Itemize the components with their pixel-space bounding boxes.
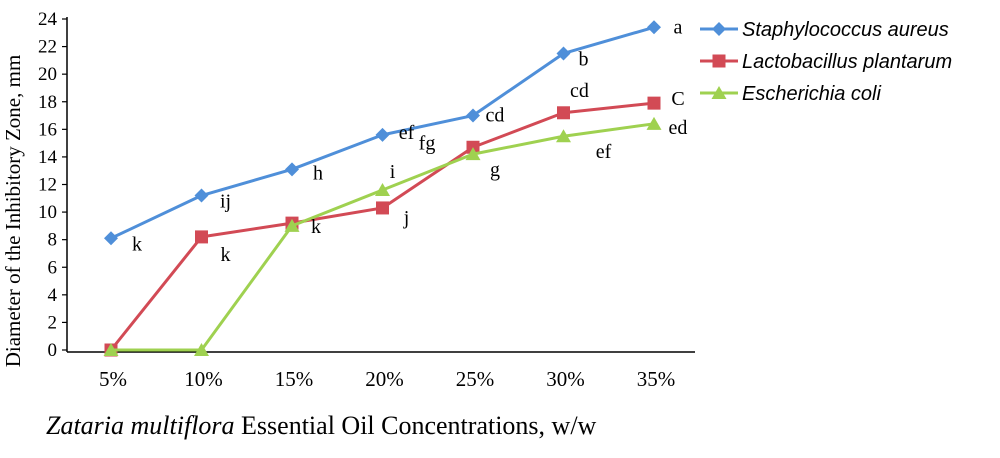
x-axis-title-italic: Zataria multiflora: [46, 411, 235, 440]
x-tick-label: 25%: [456, 367, 495, 391]
point-label: ij: [220, 191, 231, 213]
data-point: [646, 116, 662, 130]
point-label: ef: [399, 122, 415, 144]
data-point: [647, 20, 661, 35]
point-label: ef: [596, 141, 612, 163]
y-tick-label: 10: [38, 202, 57, 223]
series-line: [111, 122, 655, 352]
point-label: b: [579, 48, 589, 70]
x-axis-title-rest: Essential Oil Concentrations, w/w: [235, 411, 597, 440]
data-point: [711, 86, 727, 99]
point-label: k: [132, 233, 142, 255]
data-point: [647, 96, 661, 110]
x-tick-label: 35%: [637, 367, 676, 391]
data-point: [712, 54, 726, 68]
y-axis-title-group: Diameter of the Inhibitory Zone, mm: [1, 55, 25, 368]
point-label: C: [671, 88, 684, 110]
point-label: k: [221, 244, 231, 266]
x-tick-label: 20%: [365, 367, 404, 391]
data-point: [712, 22, 726, 36]
point-label: cd: [486, 105, 505, 127]
legend-item: Escherichia coli: [700, 83, 882, 105]
data-point: [194, 188, 209, 203]
data-point: [285, 162, 299, 177]
y-tick-label: 8: [48, 230, 58, 251]
legend: Staphylococcus aureus Lactobacillus plant…: [700, 19, 952, 105]
point-label: a: [674, 16, 683, 38]
legend-label: Staphylococcus aureus: [742, 19, 949, 41]
y-tick-label: 20: [38, 64, 57, 85]
legend-item: Lactobacillus plantarum: [700, 51, 952, 73]
data-point: [104, 231, 118, 246]
point-label: i: [390, 161, 396, 183]
point-label: g: [490, 159, 500, 181]
y-tick-label: 18: [38, 92, 57, 113]
data-point: [556, 129, 571, 143]
y-tick-label: 4: [48, 285, 58, 306]
y-tick-label: 2: [48, 312, 58, 333]
point-label: cd: [570, 80, 589, 102]
data-point: [194, 343, 209, 356]
y-tick-label: 22: [38, 37, 57, 58]
y-tick-label: 16: [38, 119, 57, 140]
point-label: k: [311, 216, 321, 238]
y-tick-label: 0: [48, 340, 58, 361]
series-1: [104, 96, 661, 357]
legend-label: Escherichia coli: [742, 83, 882, 105]
data-point: [557, 106, 570, 120]
point-label: fg: [419, 132, 436, 154]
data-point: [466, 108, 480, 123]
y-tick-label: 24: [38, 9, 58, 30]
data-point: [284, 218, 300, 232]
data-point: [375, 127, 390, 142]
data-point: [556, 46, 571, 61]
y-axis-title: Diameter of the Inhibitory Zone, mm: [1, 55, 25, 368]
point-annotations: k ij h ef cd b a k k j fg cd Ci g ef ed: [132, 16, 687, 266]
data-point: [465, 147, 481, 161]
y-tick-label: 14: [38, 147, 58, 168]
point-label: j: [403, 207, 410, 229]
x-tick-label: 15%: [275, 367, 314, 391]
legend-label: Lactobacillus plantarum: [742, 51, 952, 73]
series-layer: [103, 20, 662, 357]
data-point: [103, 343, 119, 356]
x-tick-label: 5%: [99, 367, 127, 391]
legend-item: Staphylococcus aureus: [700, 19, 949, 41]
series-2: [103, 116, 662, 356]
x-axis-title: Zataria multiflora Essential Oil Concent…: [46, 411, 597, 440]
series-0: [104, 20, 661, 246]
data-point: [195, 230, 208, 244]
data-point: [376, 201, 389, 215]
x-tick-label: 10%: [184, 367, 223, 391]
y-tick-label: 12: [38, 175, 57, 196]
x-axis-ticks: 5% 10% 15% 20% 25% 30% 35%: [99, 367, 675, 391]
point-label: h: [313, 162, 323, 184]
x-tick-label: 30%: [546, 367, 585, 391]
data-point: [375, 183, 390, 197]
point-label: ed: [669, 117, 688, 139]
y-tick-label: 6: [48, 257, 58, 278]
